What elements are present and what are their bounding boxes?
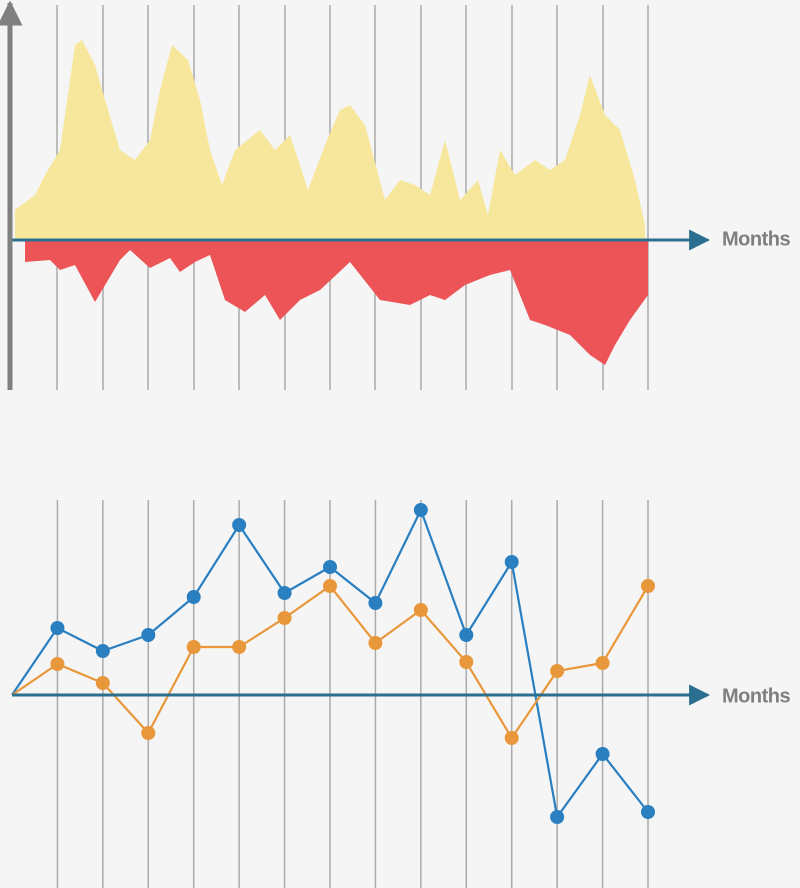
point: [459, 628, 474, 642]
x-axis-label: Months: [722, 228, 790, 250]
point: [50, 621, 65, 635]
point: [50, 657, 65, 671]
point: [95, 676, 110, 690]
point: [277, 611, 292, 625]
point: [459, 655, 474, 669]
point: [550, 810, 565, 824]
x-axis-label: Months: [722, 685, 790, 707]
point: [504, 731, 519, 745]
point: [141, 726, 156, 740]
point: [232, 640, 247, 654]
area: [15, 40, 645, 240]
point: [641, 579, 655, 593]
point: [232, 518, 247, 532]
point: [95, 644, 110, 658]
point: [141, 628, 156, 642]
point: [413, 603, 428, 617]
point: [323, 560, 337, 574]
point: [186, 640, 201, 654]
area: [25, 240, 648, 365]
point: [413, 503, 428, 517]
point: [641, 805, 655, 819]
point: [595, 747, 610, 761]
point: [323, 579, 337, 593]
point: [504, 555, 519, 569]
point: [368, 636, 383, 650]
point: [550, 664, 565, 678]
point: [595, 656, 610, 670]
point: [186, 590, 201, 604]
point: [277, 586, 292, 600]
point: [368, 596, 383, 610]
